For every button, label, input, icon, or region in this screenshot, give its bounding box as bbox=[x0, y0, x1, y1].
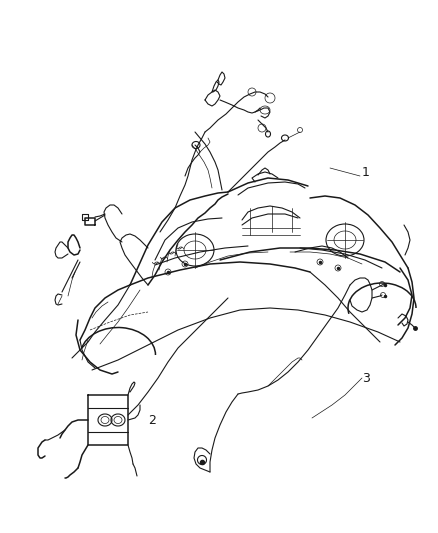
Text: 1: 1 bbox=[361, 166, 369, 180]
Text: 2: 2 bbox=[148, 414, 155, 426]
Text: 3: 3 bbox=[361, 372, 369, 384]
